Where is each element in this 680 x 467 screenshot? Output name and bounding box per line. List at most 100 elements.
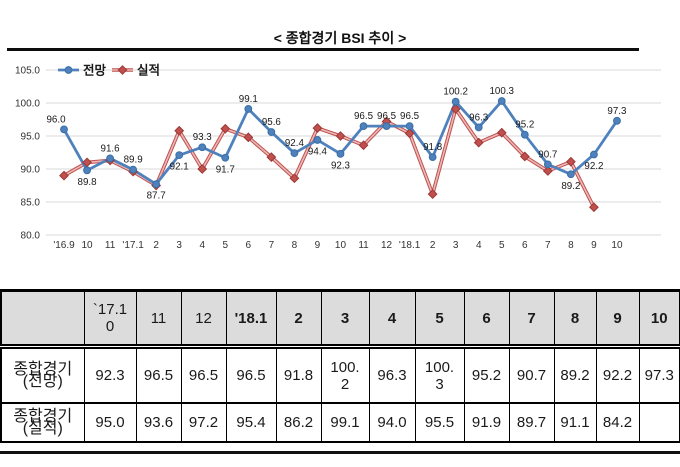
svg-text:95.2: 95.2 xyxy=(515,120,534,131)
svg-text:6: 6 xyxy=(522,240,528,251)
table-cell: 91.9 xyxy=(463,402,510,443)
svg-text:80.0: 80.0 xyxy=(21,231,41,242)
chart-legend: 전망 실적 xyxy=(58,63,160,78)
svg-text:96.5: 96.5 xyxy=(400,111,420,122)
table-header-cell: 5 xyxy=(414,290,465,349)
table-row: 종합경기 (실적) 95.0 93.6 97.2 95.4 86.2 99.1 94.0 95.… xyxy=(0,402,680,443)
svg-text:92.4: 92.4 xyxy=(285,138,305,149)
svg-text:'18.1: '18.1 xyxy=(399,240,421,251)
table-header-cell: 6 xyxy=(463,290,510,349)
series-forecast-markers xyxy=(60,97,621,189)
bottom-rule xyxy=(0,451,680,454)
svg-text:2: 2 xyxy=(430,240,436,251)
svg-text:100.2: 100.2 xyxy=(443,87,468,98)
svg-text:93.3: 93.3 xyxy=(193,132,213,143)
table-cell: 97.2 xyxy=(180,402,227,443)
bsi-table-wrap: `17.1 0 11 12'18.1 2 3 4 5 6 7 8 9 10 종합경기 (전망) 92.3 9… xyxy=(0,289,680,443)
svg-text:'17.1: '17.1 xyxy=(122,240,144,251)
svg-text:95.0: 95.0 xyxy=(21,132,41,143)
svg-text:11: 11 xyxy=(358,240,369,251)
actual-point-marker xyxy=(197,164,208,174)
svg-text:96.5: 96.5 xyxy=(354,111,374,122)
table-cell: 100. 2 xyxy=(320,346,370,404)
svg-text:2: 2 xyxy=(153,240,159,251)
forecast-point-marker xyxy=(405,122,414,130)
table-cell: 89.2 xyxy=(553,346,597,404)
table-header-cell: 9 xyxy=(595,290,640,349)
svg-text:87.7: 87.7 xyxy=(147,191,166,202)
svg-text:89.2: 89.2 xyxy=(561,181,580,192)
actual-point-marker xyxy=(358,140,369,151)
table-header-empty xyxy=(0,290,85,349)
svg-text:12: 12 xyxy=(381,240,393,251)
svg-text:11: 11 xyxy=(105,240,116,251)
svg-text:10: 10 xyxy=(611,240,623,251)
svg-text:7: 7 xyxy=(269,240,275,251)
svg-text:90.7: 90.7 xyxy=(538,149,557,160)
forecast-point-marker xyxy=(198,143,207,152)
table-header-cell: 11 xyxy=(135,290,182,349)
table-cell: 95.5 xyxy=(414,402,465,443)
table-row: 종합경기 (전망) 92.3 96.5 96.5 96.5 91.8 100. 2 96.3 1… xyxy=(0,346,680,404)
forecast-point-marker xyxy=(613,116,621,125)
actual-point-marker xyxy=(289,173,300,184)
actual-point-marker xyxy=(312,123,323,133)
chart-title: < 종합경기 BSI 추이 > xyxy=(273,30,407,46)
table-header-cell: '18.1 xyxy=(225,290,277,349)
forecast-point-marker xyxy=(428,153,437,162)
svg-text:91.6: 91.6 xyxy=(101,143,121,154)
series-forecast-line xyxy=(62,99,619,186)
svg-text:3: 3 xyxy=(176,240,182,251)
svg-text:90.0: 90.0 xyxy=(21,165,41,176)
forecast-point-marker xyxy=(152,180,161,189)
actual-point-marker xyxy=(220,123,231,134)
svg-text:92.2: 92.2 xyxy=(584,161,603,172)
actual-point-marker xyxy=(589,202,599,213)
forecast-point-marker xyxy=(382,122,391,130)
table-cell: 95.2 xyxy=(463,346,510,404)
svg-text:85.0: 85.0 xyxy=(21,198,41,209)
forecast-point-marker xyxy=(83,166,91,175)
forecast-point-marker xyxy=(313,136,322,144)
table-cell: 96.5 xyxy=(135,346,182,404)
svg-text:4: 4 xyxy=(476,240,482,251)
actual-point-marker xyxy=(496,127,507,138)
actual-point-marker xyxy=(473,137,484,148)
forecast-point-marker xyxy=(129,165,138,174)
actual-point-marker xyxy=(174,125,185,136)
table-cell: 91.1 xyxy=(553,402,597,443)
table-header-cell: 2 xyxy=(275,290,322,349)
svg-text:92.3: 92.3 xyxy=(331,160,351,171)
svg-text:96.5: 96.5 xyxy=(377,111,397,122)
table-cell: 94.0 xyxy=(368,402,416,443)
table-header-cell: `17.1 0 xyxy=(83,290,137,349)
forecast-point-marker xyxy=(566,170,575,179)
svg-text:8: 8 xyxy=(568,240,574,251)
y-axis-labels: 105.0 100.0 95.0 90.0 85.0 80.0 xyxy=(15,66,40,242)
svg-text:7: 7 xyxy=(545,240,551,251)
svg-text:100.0: 100.0 xyxy=(15,99,40,110)
svg-text:97.3: 97.3 xyxy=(607,106,627,117)
table-cell: 96.3 xyxy=(368,346,416,404)
svg-text:'16.9: '16.9 xyxy=(53,240,75,251)
actual-point-marker xyxy=(266,152,277,163)
table-cell xyxy=(638,402,680,443)
forecast-point-marker xyxy=(543,160,552,169)
svg-text:91.7: 91.7 xyxy=(216,164,235,175)
forecast-point-marker xyxy=(497,97,506,105)
forecast-point-marker xyxy=(290,149,299,158)
svg-text:10: 10 xyxy=(335,240,347,251)
table-cell: 86.2 xyxy=(275,402,322,443)
table-header-cell: 4 xyxy=(368,290,416,349)
table-cell: 97.3 xyxy=(638,346,680,404)
actual-point-marker xyxy=(450,104,461,114)
table-cell: 92.2 xyxy=(595,346,640,404)
forecast-point-marker xyxy=(359,122,368,130)
svg-text:89.8: 89.8 xyxy=(78,177,98,188)
forecast-point-marker xyxy=(590,150,598,159)
svg-text:94.4: 94.4 xyxy=(308,146,328,157)
gridlines xyxy=(46,69,661,236)
data-labels: 96.0 89.8 91.689.9 87.7 92.1 93.3 91.7 99.1 95.6… xyxy=(46,86,627,202)
table-cell: 93.6 xyxy=(135,402,182,443)
